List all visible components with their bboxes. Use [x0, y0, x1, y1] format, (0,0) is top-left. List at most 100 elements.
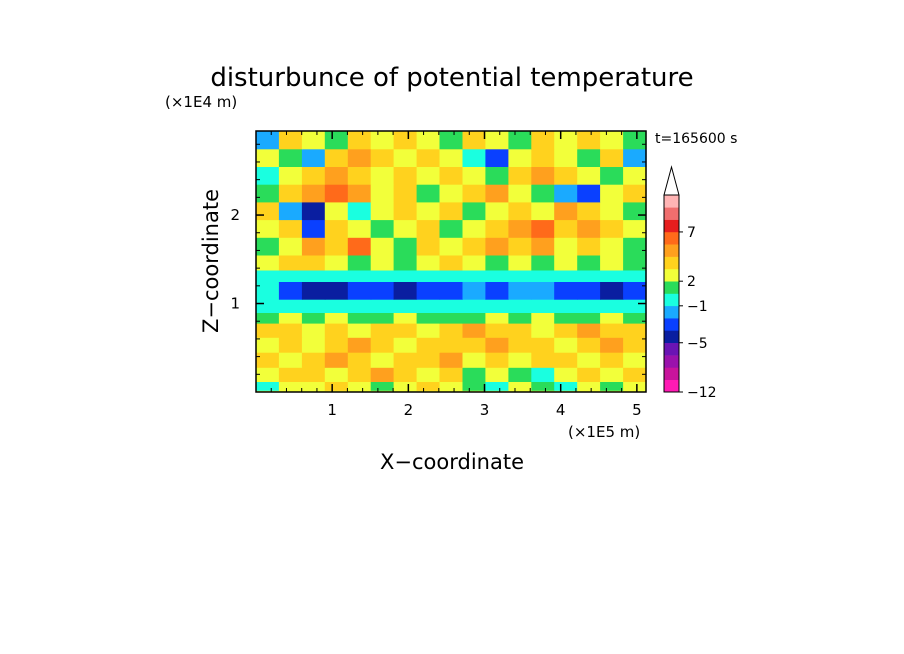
- field-cell: [324, 352, 349, 368]
- field-cell: [531, 352, 555, 368]
- field-cell: [462, 281, 486, 300]
- field-cell: [347, 148, 372, 167]
- field-cell: [623, 299, 647, 313]
- field-cell: [416, 337, 441, 353]
- field-cell: [554, 381, 578, 391]
- field-cell: [256, 312, 280, 324]
- field-cell: [324, 254, 349, 271]
- field-cell: [416, 312, 441, 324]
- field-cell: [554, 323, 578, 338]
- field-cell: [278, 337, 303, 353]
- field-cell: [370, 219, 395, 238]
- field-cell: [600, 337, 624, 353]
- x-unit-label: (×1E5 m): [568, 423, 640, 441]
- field-cell: [416, 219, 441, 238]
- field-cell: [370, 299, 395, 313]
- field-cell: [600, 237, 624, 256]
- field-cell: [347, 381, 372, 391]
- x-tick-label: 4: [556, 401, 566, 419]
- field-cell: [324, 166, 349, 185]
- field-cell: [554, 254, 578, 271]
- field-cell: [416, 237, 441, 256]
- plot-frame: [255, 130, 647, 393]
- field-cell: [554, 184, 578, 203]
- field-cell: [554, 148, 578, 167]
- field-cell: [278, 237, 303, 256]
- field-cell: [301, 269, 326, 282]
- field-cell: [393, 337, 418, 353]
- x-tick-label: 1: [327, 401, 337, 419]
- field-cell: [531, 166, 555, 185]
- field-cell: [485, 201, 509, 221]
- field-cell: [439, 166, 463, 185]
- colorbar-frame: [663, 194, 680, 393]
- field-cell: [439, 381, 463, 391]
- field-cell: [485, 367, 509, 382]
- field-cell: [324, 184, 349, 203]
- field-cell: [462, 312, 486, 324]
- field-cell: [485, 131, 509, 150]
- field-cell: [324, 201, 349, 221]
- field-cell: [278, 148, 303, 167]
- field-cell: [485, 219, 509, 238]
- field-cell: [531, 367, 555, 382]
- field-cell: [577, 299, 601, 313]
- field-cell: [485, 352, 509, 368]
- field-cell: [623, 281, 647, 300]
- field-cell: [301, 299, 326, 313]
- field-cell: [508, 184, 532, 203]
- field-cell: [347, 184, 372, 203]
- field-cell: [600, 299, 624, 313]
- field-cell: [600, 367, 624, 382]
- field-cell: [600, 381, 624, 391]
- field-cell: [278, 352, 303, 368]
- field-cell: [485, 299, 509, 313]
- field-cell: [623, 166, 647, 185]
- time-label: t=165600 s: [655, 131, 737, 147]
- x-tick-label: 3: [480, 401, 490, 419]
- field-cell: [278, 381, 303, 391]
- field-cell: [278, 367, 303, 382]
- field-cell: [256, 131, 280, 150]
- field-cell: [439, 281, 463, 300]
- field-cell: [324, 323, 349, 338]
- field-cell: [623, 131, 647, 150]
- field-cell: [439, 148, 463, 167]
- field-cell: [347, 281, 372, 300]
- field-cell: [439, 312, 463, 324]
- field-cell: [278, 281, 303, 300]
- field-cell: [393, 269, 418, 282]
- x-tick-label: 5: [632, 401, 642, 419]
- field-cell: [370, 131, 395, 150]
- field-cell: [462, 367, 486, 382]
- field-cell: [623, 367, 647, 382]
- field-cell: [485, 312, 509, 324]
- colorbar-label: −5: [687, 336, 708, 352]
- field-cell: [600, 269, 624, 282]
- field-cell: [577, 352, 601, 368]
- field-cell: [485, 269, 509, 282]
- field-cell: [301, 166, 326, 185]
- field-cell: [370, 281, 395, 300]
- field-cell: [393, 312, 418, 324]
- field-cell: [554, 367, 578, 382]
- field-cell: [439, 184, 463, 203]
- field-cell: [278, 131, 303, 150]
- field-cell: [393, 352, 418, 368]
- field-cell: [577, 131, 601, 150]
- field-cell: [600, 131, 624, 150]
- field-cell: [347, 131, 372, 150]
- field-cell: [623, 269, 647, 282]
- field-cell: [577, 254, 601, 271]
- field-cell: [256, 352, 280, 368]
- field-cell: [600, 352, 624, 368]
- field-cell: [508, 299, 532, 313]
- field-cell: [416, 299, 441, 313]
- field-cell: [301, 323, 326, 338]
- field-cell: [416, 201, 441, 221]
- field-cell: [531, 299, 555, 313]
- field-cell: [393, 381, 418, 391]
- field-cell: [278, 312, 303, 324]
- field-cell: [347, 166, 372, 185]
- field-cell: [508, 131, 532, 150]
